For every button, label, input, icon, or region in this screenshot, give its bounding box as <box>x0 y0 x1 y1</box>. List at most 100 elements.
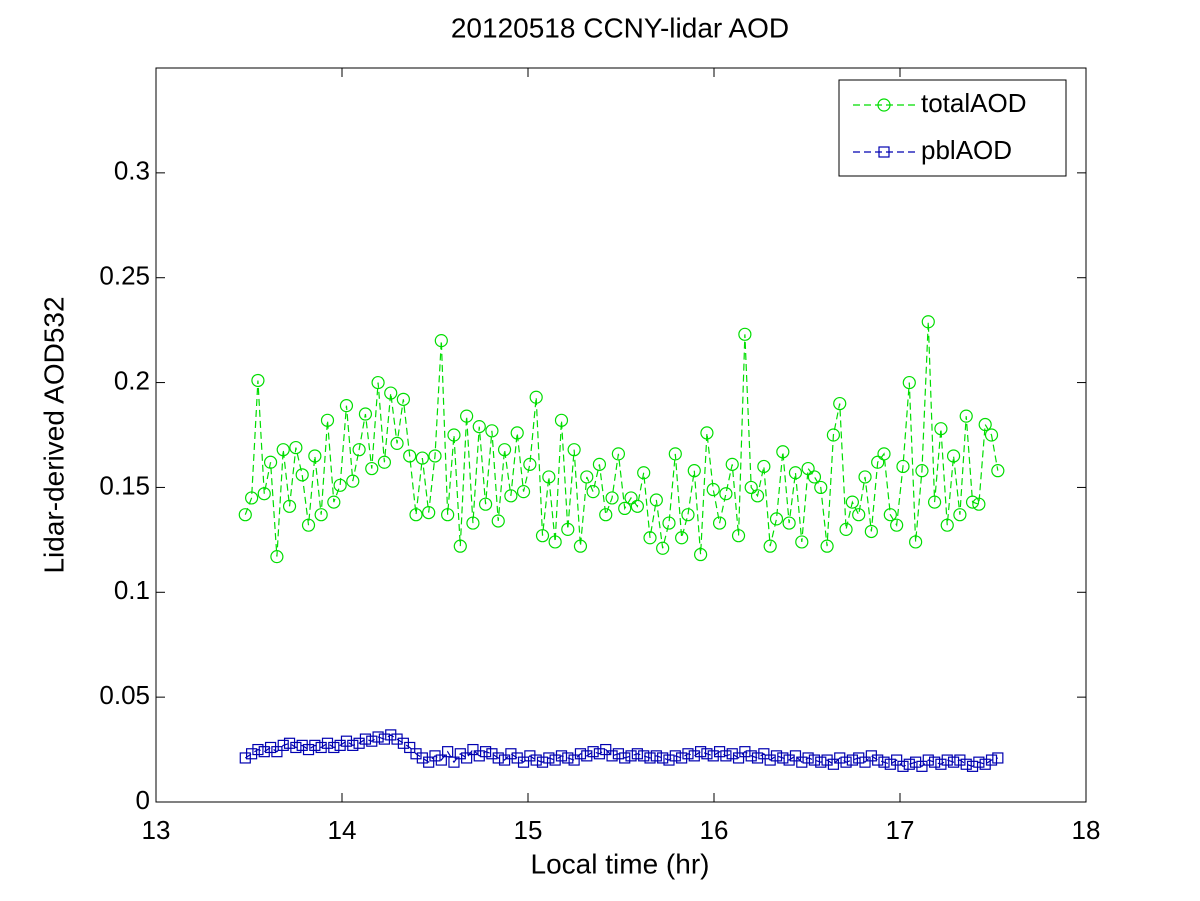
point <box>504 489 518 503</box>
point <box>422 505 436 520</box>
point <box>840 756 852 768</box>
point <box>334 739 346 751</box>
y-tick-label: 0.3 <box>114 156 150 186</box>
point <box>321 737 334 749</box>
point <box>359 733 372 745</box>
point <box>776 445 790 459</box>
point <box>328 741 340 754</box>
point <box>681 508 695 522</box>
point <box>415 451 429 465</box>
point <box>953 508 967 522</box>
point <box>263 455 278 469</box>
point <box>695 746 707 758</box>
point <box>883 508 897 522</box>
point <box>751 752 764 764</box>
point <box>485 424 499 438</box>
point <box>453 539 467 553</box>
point <box>750 489 765 503</box>
point <box>978 417 992 432</box>
point <box>973 756 985 768</box>
point <box>954 754 966 766</box>
point <box>397 737 409 749</box>
x-axis-label: Local time (hr) <box>531 848 710 879</box>
point <box>586 485 600 499</box>
point <box>435 754 447 766</box>
point <box>871 455 885 469</box>
point <box>347 739 359 751</box>
point <box>940 518 954 532</box>
point <box>404 741 416 754</box>
point <box>517 756 530 768</box>
point <box>543 752 555 764</box>
point <box>903 758 915 770</box>
point <box>795 535 809 549</box>
point <box>826 428 841 442</box>
point <box>271 746 283 758</box>
point <box>289 440 303 455</box>
point <box>992 752 1004 764</box>
point <box>687 464 701 478</box>
point <box>649 493 663 507</box>
plot-area <box>156 68 1086 802</box>
point <box>731 529 746 543</box>
point <box>308 449 322 463</box>
point <box>246 748 258 760</box>
point <box>290 741 302 754</box>
x-tick-label: 17 <box>886 815 915 845</box>
point <box>264 741 277 754</box>
point <box>960 758 972 770</box>
point <box>972 497 986 511</box>
point <box>353 737 365 749</box>
point <box>561 522 575 536</box>
point <box>745 750 757 762</box>
point <box>442 746 454 758</box>
point <box>606 750 618 762</box>
point <box>910 756 922 768</box>
point <box>769 512 784 526</box>
point <box>301 518 316 532</box>
point <box>630 499 644 513</box>
point <box>258 746 270 758</box>
point <box>675 531 689 545</box>
point <box>663 754 675 766</box>
point <box>726 748 738 760</box>
point <box>486 748 498 760</box>
point <box>701 748 713 760</box>
point <box>612 748 624 760</box>
point <box>366 735 378 747</box>
point <box>657 752 669 764</box>
point <box>624 491 638 505</box>
point <box>814 480 828 495</box>
point <box>327 495 341 509</box>
point <box>548 535 562 549</box>
point <box>789 750 802 762</box>
point <box>807 470 822 484</box>
point <box>712 516 727 530</box>
x-tick-label: 15 <box>514 815 543 845</box>
point <box>320 413 335 427</box>
point <box>694 547 708 562</box>
point <box>472 420 486 434</box>
point <box>314 508 328 522</box>
point <box>991 464 1005 478</box>
point <box>581 750 593 762</box>
point <box>403 449 417 463</box>
y-tick-label: 0.25 <box>99 261 150 291</box>
point <box>935 758 947 770</box>
point <box>245 491 259 505</box>
point <box>853 752 865 764</box>
point <box>238 508 252 522</box>
point <box>409 508 423 522</box>
point <box>872 754 884 766</box>
point <box>428 449 442 463</box>
point <box>802 752 814 764</box>
point <box>713 746 726 758</box>
point <box>839 522 853 536</box>
point <box>252 743 264 756</box>
point <box>859 756 871 768</box>
point <box>934 422 948 436</box>
point <box>744 480 758 495</box>
point <box>676 752 688 764</box>
point <box>668 447 682 461</box>
